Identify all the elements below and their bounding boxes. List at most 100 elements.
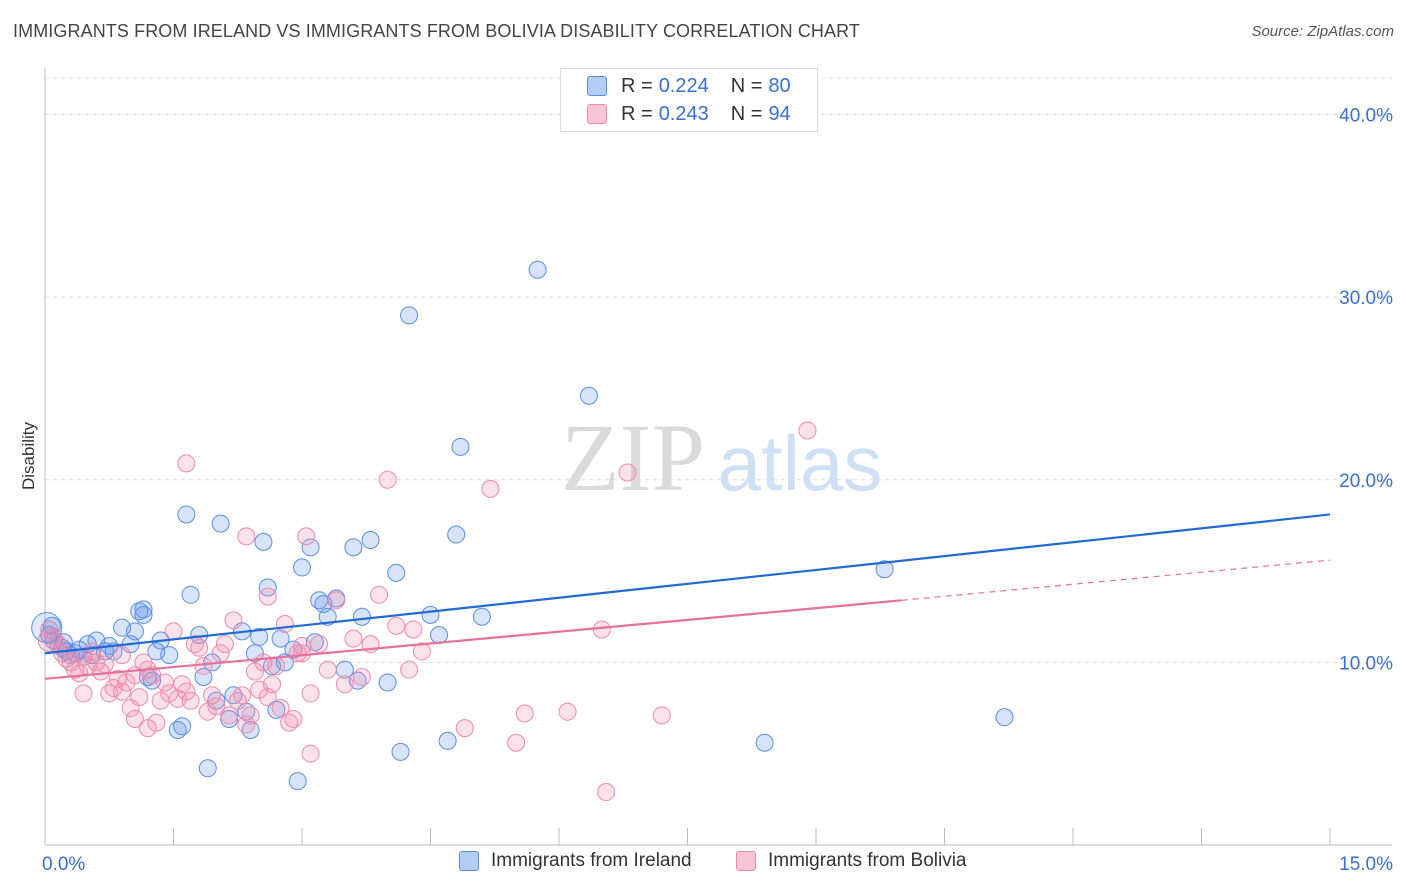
bolivia-point	[194, 657, 213, 676]
bolivia-point	[310, 635, 329, 654]
ireland-point	[995, 708, 1014, 727]
ireland-point	[211, 514, 230, 533]
bolivia-r-value: 0.243	[658, 102, 709, 125]
ireland-point	[250, 627, 269, 646]
bolivia-point	[147, 713, 166, 732]
bolivia-point	[558, 702, 577, 721]
ireland-point	[387, 563, 406, 582]
bolivia-point	[455, 719, 474, 738]
bolivia-point	[190, 638, 209, 657]
ireland-point	[125, 622, 144, 641]
bolivia-point	[130, 688, 149, 707]
bolivia-point	[177, 682, 196, 701]
ireland-point	[378, 673, 397, 692]
bolivia-point	[387, 616, 406, 635]
bolivia-point	[412, 642, 431, 661]
x-tick-label: 15.0%	[1339, 854, 1393, 875]
bolivia-point	[318, 660, 337, 679]
ireland-point	[301, 538, 320, 557]
bolivia-n-label: N =	[730, 102, 763, 125]
stats-legend-ireland: R = 0.224 N = 80	[587, 73, 791, 99]
ireland-point	[875, 560, 894, 579]
source-credit: Source: ZipAtlas.com	[1251, 23, 1394, 40]
bolivia-point	[652, 706, 671, 725]
ireland-point	[160, 646, 179, 665]
bolivia-swatch	[587, 104, 607, 124]
ireland-point	[438, 731, 457, 750]
bolivia-point	[378, 470, 397, 489]
bolivia-point	[237, 527, 256, 546]
bolivia-trend-extension	[901, 559, 1331, 601]
ireland-n-label: N =	[730, 74, 763, 97]
bolivia-point	[515, 704, 534, 723]
legend-ireland: Immigrants from Ireland	[459, 850, 692, 872]
bolivia-point	[293, 644, 311, 663]
ireland-point	[177, 505, 196, 524]
ireland-point	[430, 625, 449, 644]
ireland-point	[361, 531, 380, 550]
bolivia-point	[138, 719, 157, 738]
ireland-point	[181, 585, 200, 604]
chart-title: IMMIGRANTS FROM IRELAND VS IMMIGRANTS FR…	[13, 21, 861, 41]
bolivia-point	[233, 686, 252, 705]
ireland-point	[400, 306, 419, 325]
bolivia-point	[164, 622, 183, 641]
stats-legend-bolivia: R = 0.243 N = 94	[587, 101, 791, 127]
ireland-point	[451, 437, 470, 456]
bolivia-n-value: 94	[768, 102, 791, 125]
bolivia-point	[618, 463, 637, 482]
ireland-point	[194, 667, 213, 686]
bolivia-point	[95, 655, 114, 674]
bolivia-point	[352, 667, 371, 686]
legend-bolivia-label: Immigrants from Bolivia	[768, 850, 967, 871]
bolivia-point	[335, 675, 354, 694]
bolivia-point	[207, 697, 226, 716]
y-axis-label: Disability	[19, 421, 38, 490]
bolivia-point	[241, 706, 260, 725]
bolivia-point	[181, 691, 200, 710]
bolivia-point	[74, 684, 93, 703]
watermark-zip: ZIP	[561, 404, 705, 511]
bolivia-trend-line	[44, 599, 902, 680]
x-tick-label: 0.0%	[42, 854, 85, 875]
bolivia-point	[301, 744, 320, 763]
ireland-point	[134, 605, 153, 624]
ireland-swatch	[587, 76, 607, 96]
ireland-point	[472, 607, 491, 626]
ireland-point	[173, 717, 192, 736]
ireland-point	[391, 742, 410, 761]
bolivia-point	[220, 706, 239, 725]
ireland-r-label: R =	[621, 74, 653, 97]
ireland-point	[352, 607, 371, 626]
bolivia-point	[271, 699, 290, 718]
bolivia-point	[370, 585, 389, 604]
ireland-point	[288, 772, 307, 791]
bolivia-point	[592, 620, 611, 639]
bolivia-point	[263, 675, 282, 694]
ireland-point	[318, 607, 337, 626]
bolivia-point	[275, 615, 294, 634]
ireland-point	[528, 260, 547, 279]
legend-bolivia: Immigrants from Bolivia	[736, 850, 967, 872]
bolivia-r-label: R =	[621, 102, 653, 125]
bolivia-point	[113, 682, 132, 701]
bolivia-point	[284, 709, 303, 728]
ireland-trend-line	[44, 513, 1331, 655]
bolivia-point	[400, 660, 419, 679]
bolivia-point	[297, 527, 316, 546]
bolivia-point	[481, 479, 500, 498]
y-tick-label: 10.0%	[1339, 653, 1393, 674]
bolivia-point	[125, 709, 144, 728]
legend-ireland-label: Immigrants from Ireland	[491, 850, 692, 871]
ireland-point	[579, 386, 598, 405]
y-tick-label: 20.0%	[1339, 471, 1393, 492]
ireland-r-value: 0.224	[658, 74, 709, 97]
y-tick-label: 30.0%	[1339, 288, 1393, 309]
bolivia-point	[404, 620, 423, 639]
bolivia-point	[267, 657, 286, 676]
legend-bolivia-swatch	[736, 851, 756, 871]
bolivia-point	[258, 587, 277, 606]
bolivia-point	[301, 684, 320, 703]
bolivia-point	[198, 702, 217, 721]
